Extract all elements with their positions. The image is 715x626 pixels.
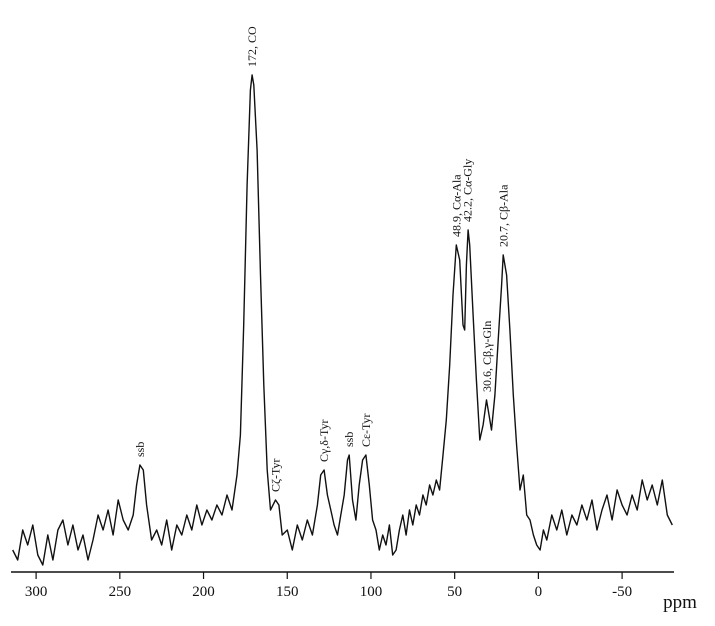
peak-annotation: Cγ,δ-Tyr bbox=[317, 420, 331, 462]
peak-annotation: 172, CO bbox=[245, 26, 259, 67]
x-axis-label: ppm bbox=[663, 592, 697, 613]
peak-annotation: 42.2, Cα-Gly bbox=[461, 159, 475, 222]
peak-annotation: ssb bbox=[133, 442, 147, 457]
x-tick-label: 0 bbox=[535, 584, 543, 600]
x-tick-label: 300 bbox=[25, 584, 48, 600]
peak-annotation: 20.7, Cβ-Ala bbox=[497, 184, 511, 247]
x-tick-label: 250 bbox=[109, 584, 132, 600]
peak-annotation: 30.6, Cβ,γ-Gln bbox=[480, 321, 494, 392]
x-tick-label: 50 bbox=[447, 584, 462, 600]
peak-annotation: 48.9, Cα-Ala bbox=[450, 174, 464, 237]
x-tick-label: 150 bbox=[276, 584, 299, 600]
spectrum-line bbox=[12, 74, 673, 566]
x-tick-label: 100 bbox=[360, 584, 383, 600]
peak-annotation: Cε-Tyr bbox=[359, 413, 373, 447]
peak-annotation: Cζ-Tyr bbox=[269, 459, 283, 492]
x-tick-label: -50 bbox=[612, 584, 632, 600]
x-tick-label: 200 bbox=[192, 584, 215, 600]
peak-annotation: ssb bbox=[342, 432, 356, 447]
